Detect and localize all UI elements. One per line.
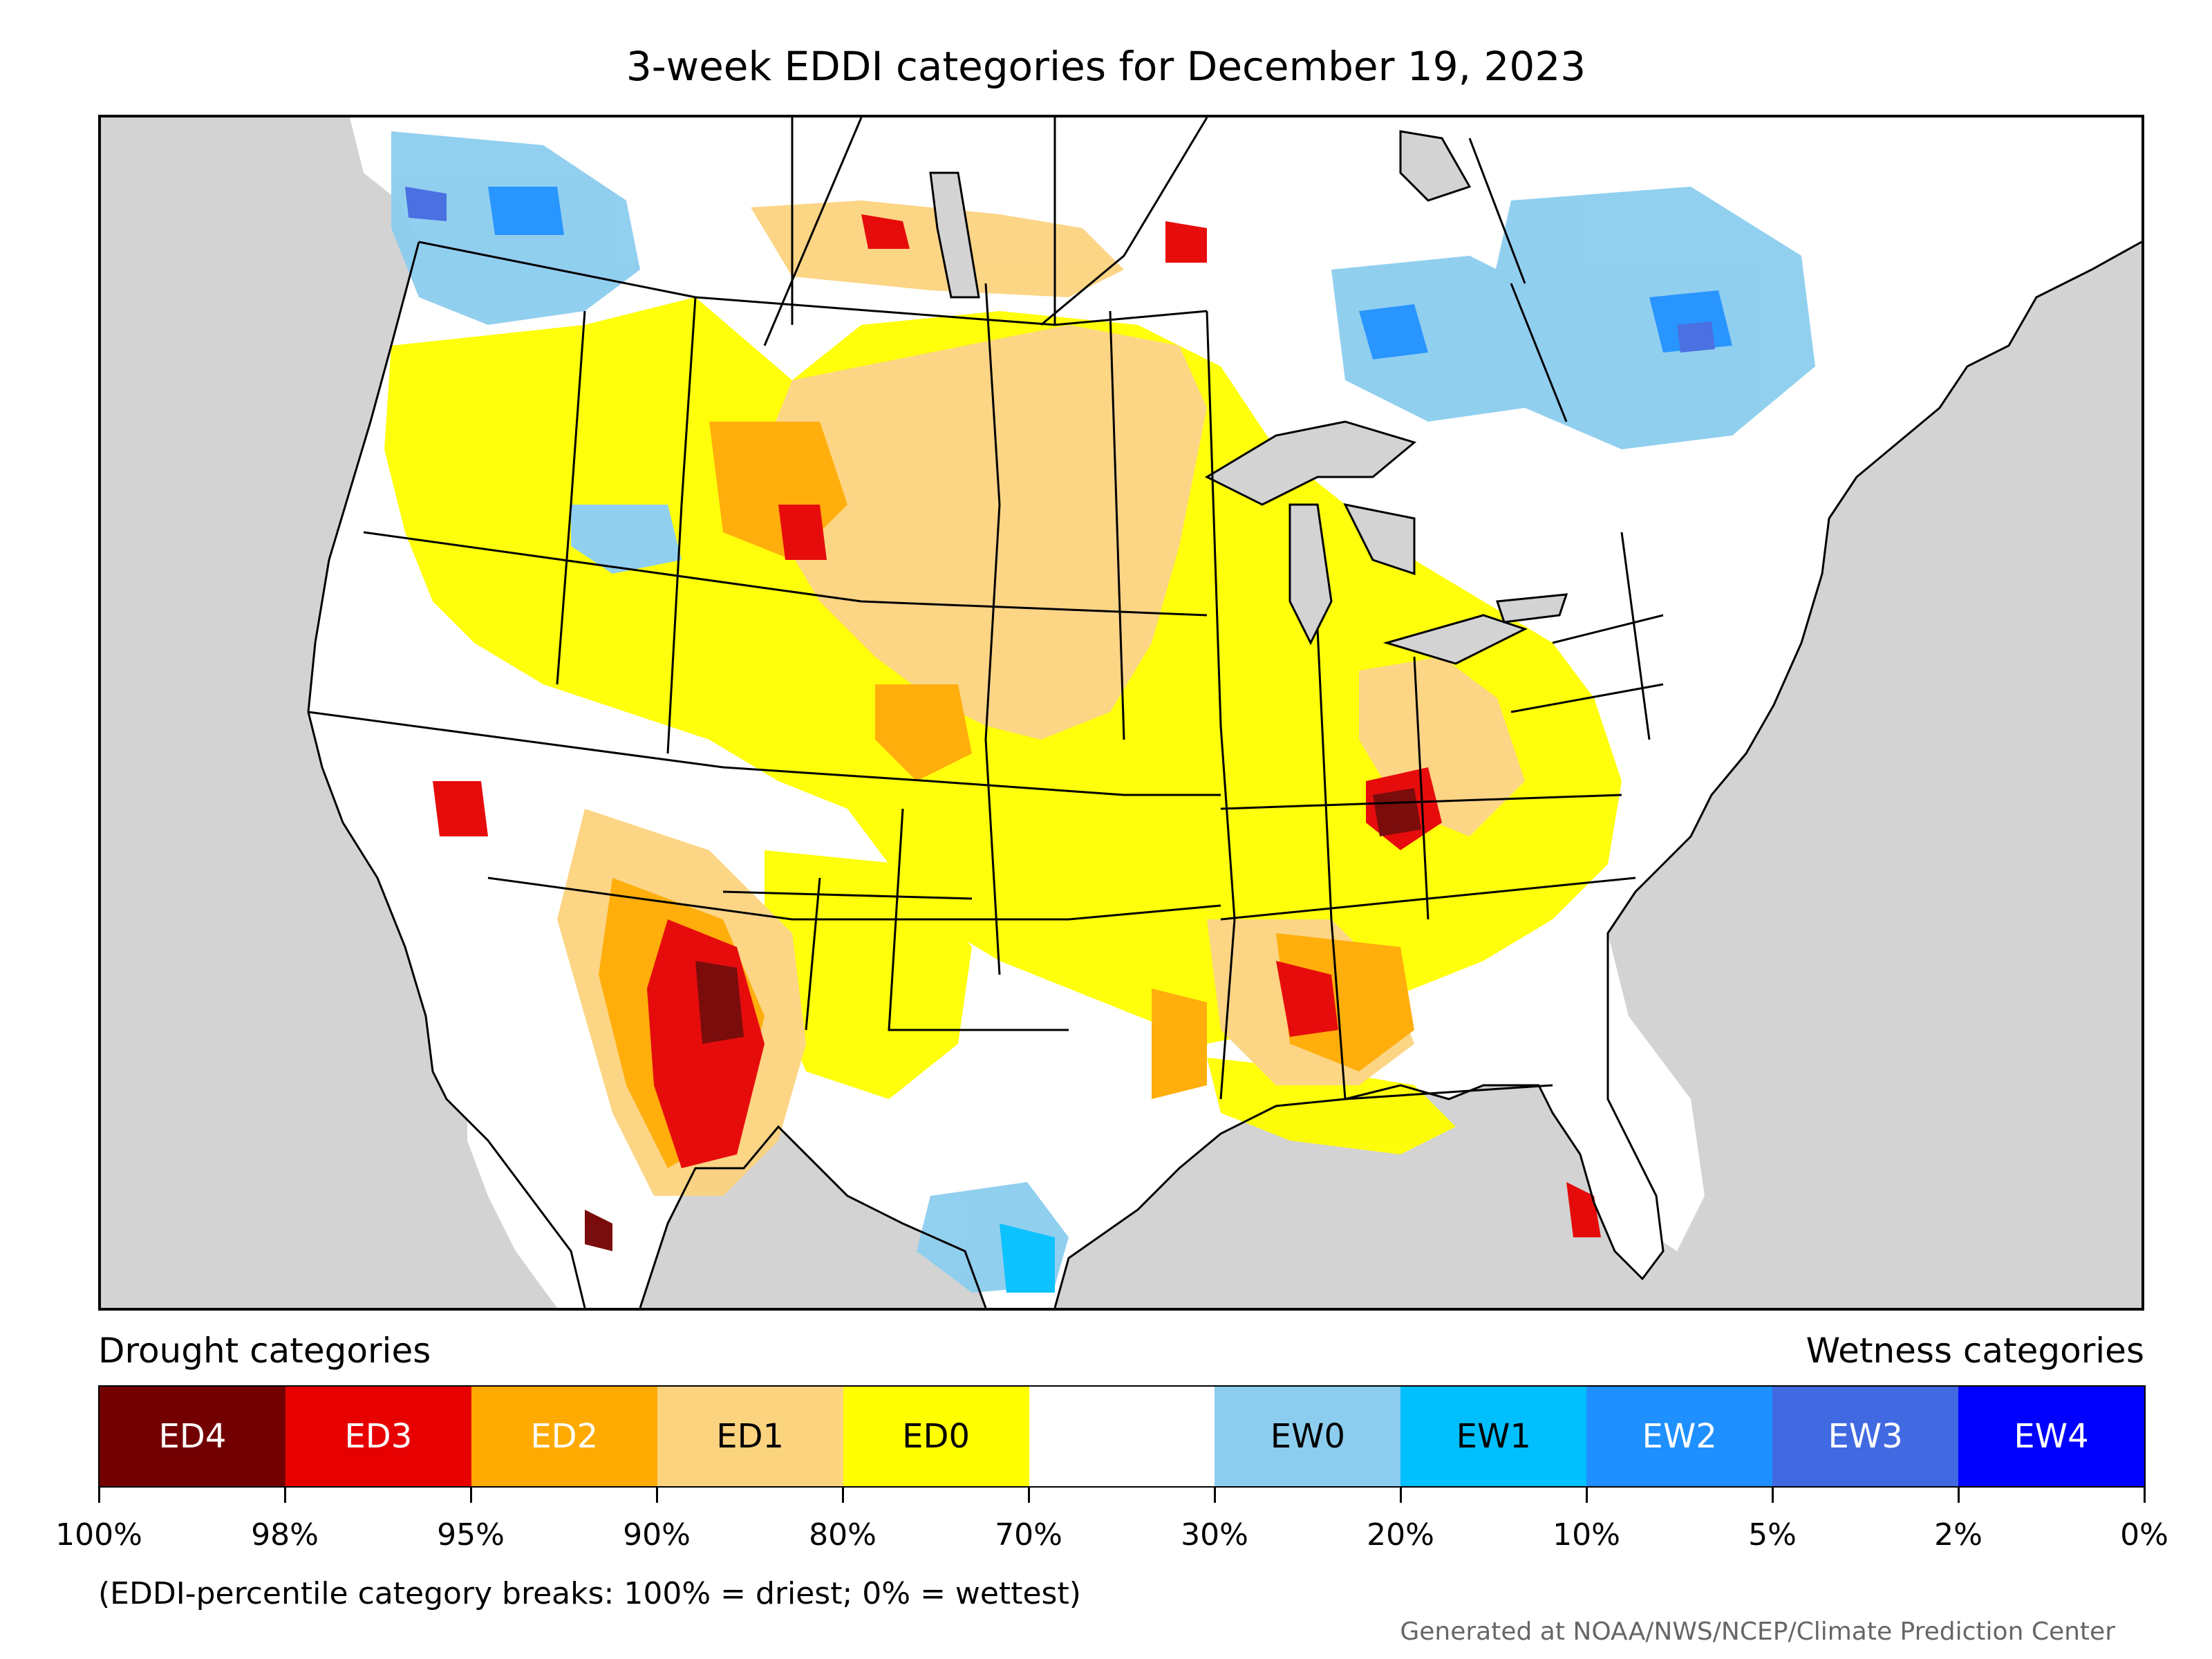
colorbar-tick-label: 95%: [437, 1517, 505, 1553]
swatch-label: ED3: [344, 1417, 413, 1456]
swatch-ew0: EW0: [1215, 1387, 1401, 1486]
colorbar-tick: [1958, 1488, 1960, 1503]
colorbar-tick: [842, 1488, 844, 1503]
coastline: [307, 241, 2141, 1308]
swatch-ed1: ED1: [657, 1387, 843, 1486]
swatch-ew4: EW4: [1958, 1387, 2144, 1486]
colorbar-tick-label: 98%: [251, 1517, 319, 1553]
colorbar-tick-label: 70%: [995, 1517, 1062, 1553]
florida: [1539, 1085, 1663, 1279]
colorbar-tick-label: 0%: [2120, 1517, 2168, 1553]
swatch-ed4: ED4: [100, 1387, 285, 1486]
colorbar-tick: [1586, 1488, 1588, 1503]
colorbar-tick-label: 5%: [1748, 1517, 1797, 1553]
credit-line: Generated at NOAA/NWS/NCEP/Climate Predi…: [1400, 1618, 2115, 1646]
colorbar-tick: [470, 1488, 472, 1503]
swatch-ew2: EW2: [1586, 1387, 1773, 1486]
colorbar-tick-label: 30%: [1181, 1517, 1248, 1553]
swatch-label: ED4: [158, 1417, 227, 1456]
colorbar-tick-label: 20%: [1367, 1517, 1434, 1553]
swatch-ew3: EW3: [1772, 1387, 1959, 1486]
swatch-ew1: EW1: [1400, 1387, 1587, 1486]
map-panel: [98, 115, 2144, 1311]
swatch-ed2: ED2: [471, 1387, 657, 1486]
colorbar-tick: [1214, 1488, 1216, 1503]
colorbar-tick-label: 100%: [55, 1517, 142, 1553]
colorbar-tick-label: 80%: [809, 1517, 877, 1553]
colorbar-tick: [284, 1488, 286, 1503]
swatch-label: ED0: [902, 1417, 970, 1456]
swatch-ed3: ED3: [285, 1387, 471, 1486]
map-title: 3-week EDDI categories for December 19, …: [626, 43, 1586, 90]
wetness-categories-label: Wetness categories: [1806, 1331, 2144, 1371]
swatch-normal: [1029, 1387, 1215, 1486]
swatch-label: EW3: [1828, 1417, 1903, 1456]
swatch-label: ED1: [716, 1417, 785, 1456]
swatch-label: EW4: [2014, 1417, 2089, 1456]
footnote: (EDDI-percentile category breaks: 100% =…: [98, 1576, 1081, 1611]
state-boundaries: [308, 118, 1664, 1100]
colorbar-tick: [1772, 1488, 1774, 1503]
swatch-label: ED2: [530, 1417, 599, 1456]
swatch-label: EW0: [1270, 1417, 1346, 1456]
swatch-label: EW2: [1642, 1417, 1717, 1456]
swatch-label: EW1: [1456, 1417, 1531, 1456]
great-lakes: [929, 130, 1568, 665]
colorbar-tick: [2144, 1488, 2146, 1503]
colorbar-tick-label: 90%: [623, 1517, 691, 1553]
colorbar-tick: [1028, 1488, 1030, 1503]
colorbar-tick-label: 10%: [1553, 1517, 1620, 1553]
colorbar-ticks: [98, 1488, 2146, 1508]
eddi-map: [101, 118, 2141, 1308]
colorbar-tick: [1400, 1488, 1402, 1503]
category-colorbar: ED4 ED3 ED2 ED1 ED0 EW0 EW1 EW2 EW3 EW4: [98, 1385, 2146, 1488]
colorbar-tick: [98, 1488, 100, 1503]
colorbar-tick: [656, 1488, 658, 1503]
swatch-ed0: ED0: [843, 1387, 1029, 1486]
drought-categories-label: Drought categories: [98, 1331, 431, 1371]
colorbar-tick-label: 2%: [1934, 1517, 1983, 1553]
